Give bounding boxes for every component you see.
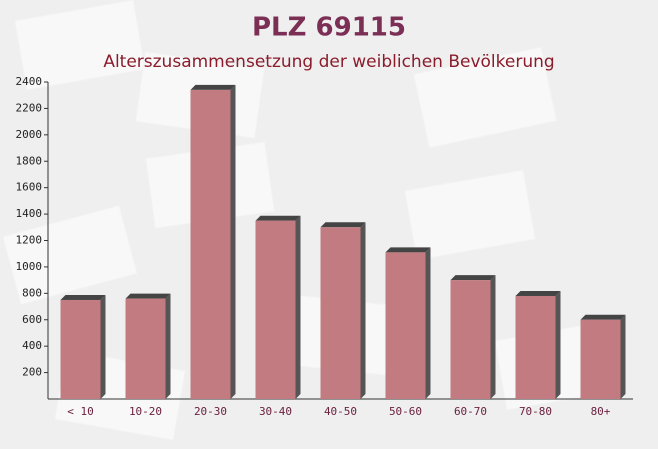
y-tick-label: 2200	[16, 101, 43, 114]
y-tick-label: 1400	[16, 207, 43, 220]
bar	[515, 295, 556, 399]
chart-subtitle: Alterszusammensetzung der weiblichen Bev…	[103, 52, 554, 72]
bar-top	[255, 215, 301, 221]
bar-side	[230, 84, 236, 400]
y-tick-label: 200	[22, 366, 42, 379]
bar	[255, 220, 296, 399]
bar	[320, 227, 361, 399]
bar-top	[190, 84, 236, 90]
bar	[385, 252, 426, 399]
x-tick-label: < 10	[67, 405, 94, 418]
bar-top	[60, 294, 106, 300]
bar-side	[100, 294, 106, 399]
bar	[450, 280, 491, 399]
y-tick-label: 800	[22, 286, 42, 299]
x-tick-label: 20-30	[194, 405, 227, 418]
bar-side	[620, 314, 626, 399]
bar-top	[385, 247, 431, 253]
bar-side	[165, 293, 171, 399]
y-tick-label: 2000	[16, 128, 43, 141]
y-tick-label: 1000	[16, 260, 43, 273]
bar	[60, 299, 101, 399]
x-tick-label: 80+	[591, 405, 611, 418]
x-tick-label: 50-60	[389, 405, 422, 418]
y-tick-label: 2400	[16, 75, 43, 88]
y-tick-label: 1600	[16, 181, 43, 194]
bar-top	[125, 293, 171, 299]
y-tick-label: 600	[22, 313, 42, 326]
x-tick-label: 70-80	[519, 405, 552, 418]
bar-side	[360, 222, 366, 399]
x-tick-label: 60-70	[454, 405, 487, 418]
bar-side	[295, 215, 301, 399]
x-tick-label: 30-40	[259, 405, 292, 418]
bar-side	[490, 275, 496, 399]
y-tick-label: 1200	[16, 234, 43, 247]
y-tick-label: 1800	[16, 154, 43, 167]
bar-top	[515, 290, 561, 296]
bar	[580, 319, 621, 399]
bar	[190, 89, 231, 400]
bar-top	[450, 275, 496, 281]
bar-side	[425, 247, 431, 399]
x-tick-label: 40-50	[324, 405, 357, 418]
bar	[125, 298, 166, 399]
bar-side	[555, 290, 561, 399]
bar-top	[580, 314, 626, 320]
chart-title: PLZ 69115	[252, 13, 406, 43]
y-tick-label: 400	[22, 339, 42, 352]
x-tick-label: 10-20	[129, 405, 162, 418]
bar-top	[320, 222, 366, 228]
